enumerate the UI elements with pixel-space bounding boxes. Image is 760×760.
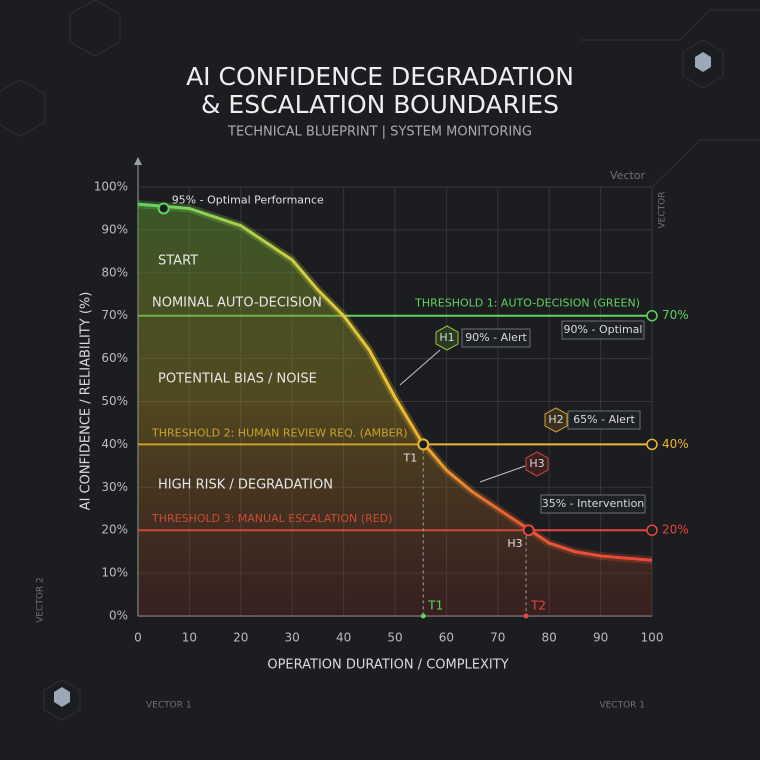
zone-label: NOMINAL AUTO-DECISION [152,296,322,311]
annotation: H2 [548,413,563,426]
x-tick-label: 10 [182,631,197,645]
y-tick-label: 80% [101,265,128,279]
point-label: T1 [403,451,418,464]
decor-label: VECTOR 1 [146,701,192,711]
marker [523,613,529,619]
point [522,524,535,537]
point [157,202,170,215]
decor-label: Vector [610,169,646,182]
y-tick-label: 50% [101,394,128,408]
decor-hex [54,687,70,707]
threshold-value: 20% [662,523,689,537]
decor-label: VECTOR [658,192,668,229]
threshold-value: 70% [662,308,689,322]
x-tick-label: 30 [285,631,300,645]
x-tick-label: 50 [387,631,402,645]
x-tick-label: 70 [490,631,505,645]
decor-hex [695,52,711,72]
title: AI CONFIDENCE DEGRADATION [186,62,574,91]
point [417,438,430,451]
annotation: 65% - Alert [573,413,635,426]
y-tick-label: 40% [101,437,128,451]
annotation: 90% - Alert [465,331,527,344]
title: & ESCALATION BOUNDARIES [201,90,559,119]
threshold-label: THRESHOLD 1: AUTO-DECISION (GREEN) [414,297,640,310]
y-tick-label: 0% [109,609,128,623]
marker [420,613,426,619]
decor [0,0,760,721]
point-label: 95% - Optimal Performance [172,193,324,206]
marker-label: T2 [530,599,546,613]
y-axis-label: AI CONFIDENCE / RELIABILITY (%) [79,292,94,511]
y-tick-label: 30% [101,480,128,494]
line [137,202,653,562]
annotation: 35% - Intervention [542,497,645,510]
marker-label: T1 [427,599,443,613]
subtitle: TECHNICAL BLUEPRINT | SYSTEM MONITORING [227,125,532,140]
y-tick-label: 60% [101,351,128,365]
x-tick-label: 60 [439,631,454,645]
x-tick-label: 100 [641,631,664,645]
y-axis-arrow [134,157,142,165]
annotation: H1 [439,331,454,344]
area [138,204,652,616]
y-tick-label: 10% [101,566,128,580]
threshold-end [646,438,658,451]
zone-label: START [158,254,198,269]
decor-label: VECTOR 2 [36,577,46,623]
x-tick-label: 90 [593,631,608,645]
x-tick-label: 0 [134,631,142,645]
x-axis-label: OPERATION DURATION / COMPLEXITY [267,658,508,673]
threshold-end [646,524,658,536]
x-tick-label: 40 [336,631,351,645]
x-tick-label: 20 [233,631,248,645]
annotation: H3 [529,457,544,470]
callouts: 90% - Optimal H1 90% - Alert H2 65% - Al… [399,320,646,514]
threshold-end [646,309,658,322]
y-tick-label: 70% [101,308,128,322]
zone-label: HIGH RISK / DEGRADATION [158,478,333,493]
y-tick-label: 20% [101,523,128,537]
y-tick-label: 90% [101,222,128,236]
point-label: H3 [507,537,522,550]
annotation: 90% - Optimal [564,323,643,336]
x-tick-label: 80 [542,631,557,645]
decor-label: VECTOR 1 [599,701,645,711]
threshold-value: 40% [662,437,689,451]
zone-label: POTENTIAL BIAS / NOISE [158,372,317,387]
y-tick-label: 100% [94,180,128,194]
